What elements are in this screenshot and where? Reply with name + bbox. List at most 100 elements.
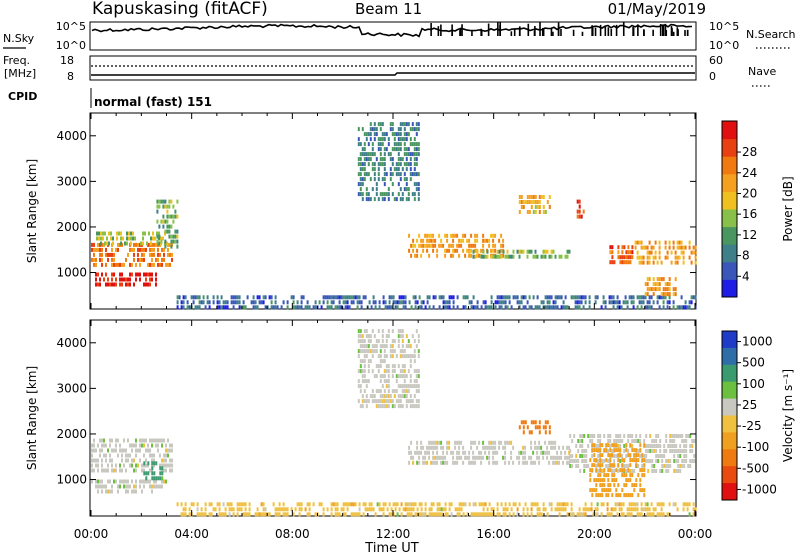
echo-cell: [99, 247, 101, 252]
echo-cell: [665, 469, 668, 473]
echo-cell: [361, 374, 364, 379]
echo-cell: [655, 434, 658, 438]
echo-cell: [389, 152, 392, 157]
echo-cell: [178, 295, 181, 300]
echo-cell: [121, 453, 123, 458]
echo-cell: [381, 162, 384, 167]
echo-cell: [632, 300, 635, 305]
echo-cell: [417, 354, 420, 359]
echo-cell: [400, 295, 403, 300]
echo-cell: [492, 238, 495, 243]
echo-cell: [162, 199, 165, 204]
echo-cell: [141, 257, 143, 262]
echo-cell: [428, 243, 431, 248]
echo-cell: [436, 253, 439, 258]
echo-cell: [415, 122, 418, 127]
echo-cell: [550, 305, 553, 310]
echo-cell: [492, 455, 495, 460]
echo-cell: [570, 512, 573, 517]
echo-cell: [642, 260, 645, 265]
echo-cell: [338, 512, 341, 517]
echo-cell: [408, 300, 411, 305]
echo-cell: [542, 300, 545, 305]
echo-cell: [131, 479, 133, 484]
echo-cell: [171, 458, 173, 463]
echo-cell: [658, 245, 661, 250]
echo-cell: [589, 488, 592, 493]
echo-cell: [402, 300, 405, 305]
echo-cell: [129, 277, 131, 282]
echo-cell: [218, 305, 221, 310]
echo-cell: [109, 489, 111, 494]
colorbar-tick-label: 4: [742, 269, 750, 283]
echo-cell: [418, 460, 421, 465]
echo-cell: [448, 243, 451, 248]
echo-cell: [157, 252, 159, 257]
echo-cell: [393, 339, 396, 344]
colorbar-tick-label: 20: [742, 186, 757, 200]
echo-cell: [548, 430, 551, 435]
echo-cell: [417, 384, 420, 389]
echo-cell: [472, 455, 475, 460]
echo-cell: [91, 453, 93, 458]
echo-cell: [109, 282, 111, 287]
echo-cell: [352, 295, 355, 300]
echo-cell: [393, 394, 396, 399]
echo-cell: [99, 484, 101, 489]
echo-cell: [262, 300, 265, 305]
echo-cell: [414, 450, 417, 455]
echo-cell: [468, 243, 471, 248]
echo-cell: [502, 300, 505, 305]
echo-cell: [639, 478, 642, 483]
echo-cell: [352, 502, 355, 507]
echo-cell: [102, 231, 104, 236]
echo-cell: [137, 448, 139, 453]
echo-cell: [385, 354, 388, 359]
echo-cell: [673, 444, 676, 448]
echo-cell: [161, 438, 163, 443]
echo-cell: [115, 438, 117, 443]
echo-cell: [635, 478, 638, 483]
echo-cell: [399, 384, 402, 389]
echo-cell: [444, 248, 447, 253]
echo-cell: [391, 157, 394, 162]
echo-cell: [669, 464, 672, 468]
echo-cell: [127, 277, 129, 282]
echo-cell: [597, 493, 600, 498]
echo-cell: [617, 250, 620, 255]
echo-cell: [585, 464, 588, 468]
echo-cell: [647, 469, 650, 473]
echo-cell: [377, 329, 380, 334]
echo-cell: [546, 450, 549, 455]
echo-cell: [608, 512, 611, 517]
echo-cell: [153, 262, 155, 267]
echo-cell: [502, 243, 505, 248]
echo-cell: [492, 507, 495, 512]
echo-cell: [374, 300, 377, 305]
echo-cell: [137, 272, 139, 277]
echo-cell: [678, 245, 681, 250]
echo-cell: [476, 455, 479, 460]
echo-cell: [548, 254, 551, 259]
echo-cell: [401, 364, 404, 369]
echo-cell: [97, 282, 99, 287]
echo-cell: [117, 438, 119, 443]
echo-cell: [248, 502, 251, 507]
echo-cell: [403, 177, 406, 182]
echo-cell: [606, 502, 609, 507]
echo-cell: [577, 464, 580, 468]
echo-cell: [390, 295, 393, 300]
echo-cell: [426, 238, 429, 243]
echo-cell: [470, 233, 473, 238]
echo-cell: [602, 295, 605, 300]
echo-cell: [328, 295, 331, 300]
echo-cell: [442, 455, 445, 460]
echo-cell: [671, 444, 674, 448]
echo-cell: [399, 349, 402, 354]
echo-cell: [371, 162, 374, 167]
echo-cell: [622, 300, 625, 305]
echo-cell: [675, 469, 678, 473]
echo-cell: [330, 300, 333, 305]
echo-cell: [409, 364, 412, 369]
